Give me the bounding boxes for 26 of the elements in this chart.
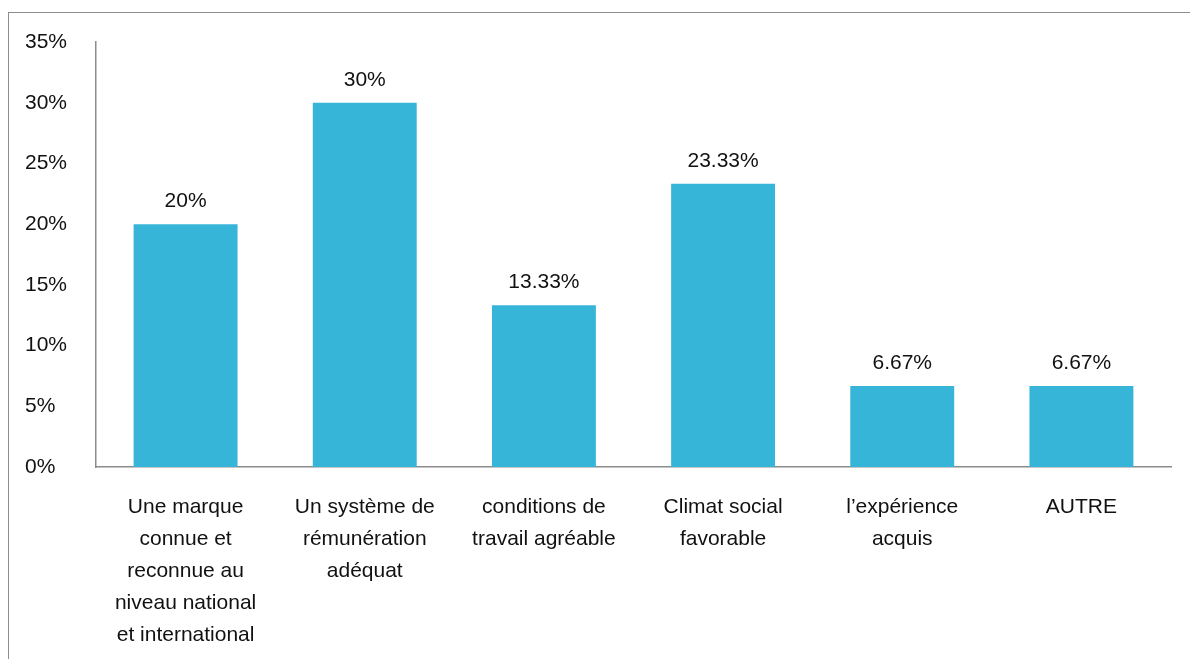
bar xyxy=(133,224,238,467)
y-tick-label: 10% xyxy=(25,332,68,356)
x-tick-label: Climat social favorable xyxy=(663,493,783,549)
y-tick-label: 25% xyxy=(25,150,68,174)
x-tick-label: conditions de travail agréable xyxy=(472,493,616,549)
data-label: 13.33% xyxy=(508,269,580,293)
x-tick-label: AUTRE xyxy=(1045,493,1118,517)
data-label: 6.67% xyxy=(872,350,933,374)
y-tick-label: 20% xyxy=(25,210,68,234)
x-tick-label: l’expérience acquis xyxy=(846,493,959,549)
y-tick-label: 35% xyxy=(25,28,68,52)
x-tick-label: Un système de rémunération adéquat xyxy=(294,493,435,581)
bar xyxy=(491,305,596,467)
y-tick-label: 5% xyxy=(25,393,56,417)
data-label: 20% xyxy=(164,188,207,212)
y-tick-label: 0% xyxy=(25,453,56,477)
bar xyxy=(312,102,417,467)
bar xyxy=(850,386,955,467)
bar xyxy=(1029,386,1134,467)
data-label: 23.33% xyxy=(687,148,759,171)
data-label: 30% xyxy=(343,67,386,91)
data-label: 6.67% xyxy=(1051,350,1112,374)
x-tick-label: Une marque connue et reconnue au niveau national et international xyxy=(114,493,257,645)
y-tick-label: 15% xyxy=(25,271,68,295)
y-tick-label: 30% xyxy=(25,89,68,113)
bar xyxy=(671,183,776,467)
